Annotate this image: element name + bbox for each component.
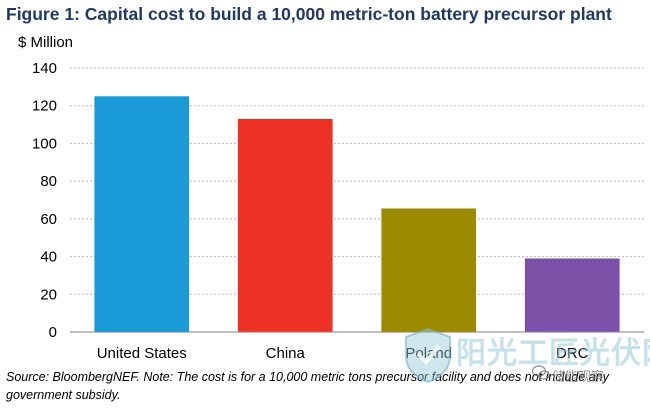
figure-title: Figure 1: Capital cost to build a 10,000… (6, 4, 612, 24)
bar-united-states (94, 96, 190, 333)
source-note: Source: BloombergNEF. Note: The cost is … (6, 370, 609, 402)
x-tick-label: DRC (556, 345, 589, 362)
y-tick-label: 80 (40, 173, 57, 190)
y-tick-label: 0 (49, 324, 57, 341)
y-tick-labels: 0 20 40 60 80 100 120 140 (32, 60, 57, 341)
bar-poland (381, 208, 477, 332)
y-tick-label: 60 (40, 211, 57, 228)
x-tick-labels: United States China Poland DRC (97, 345, 589, 362)
y-tick-label: 140 (32, 60, 57, 77)
y-tick-label: 40 (40, 249, 57, 266)
bars (94, 96, 620, 333)
x-tick-label: Poland (405, 345, 452, 362)
x-tick-label: China (266, 345, 306, 362)
bar-drc (524, 258, 620, 332)
y-tick-label: 120 (32, 98, 57, 115)
bar-china (237, 118, 333, 333)
y-axis-label: $ Million (18, 34, 74, 51)
x-tick-label: United States (97, 345, 187, 362)
y-tick-label: 20 (40, 286, 57, 303)
y-tick-label: 100 (32, 135, 57, 152)
